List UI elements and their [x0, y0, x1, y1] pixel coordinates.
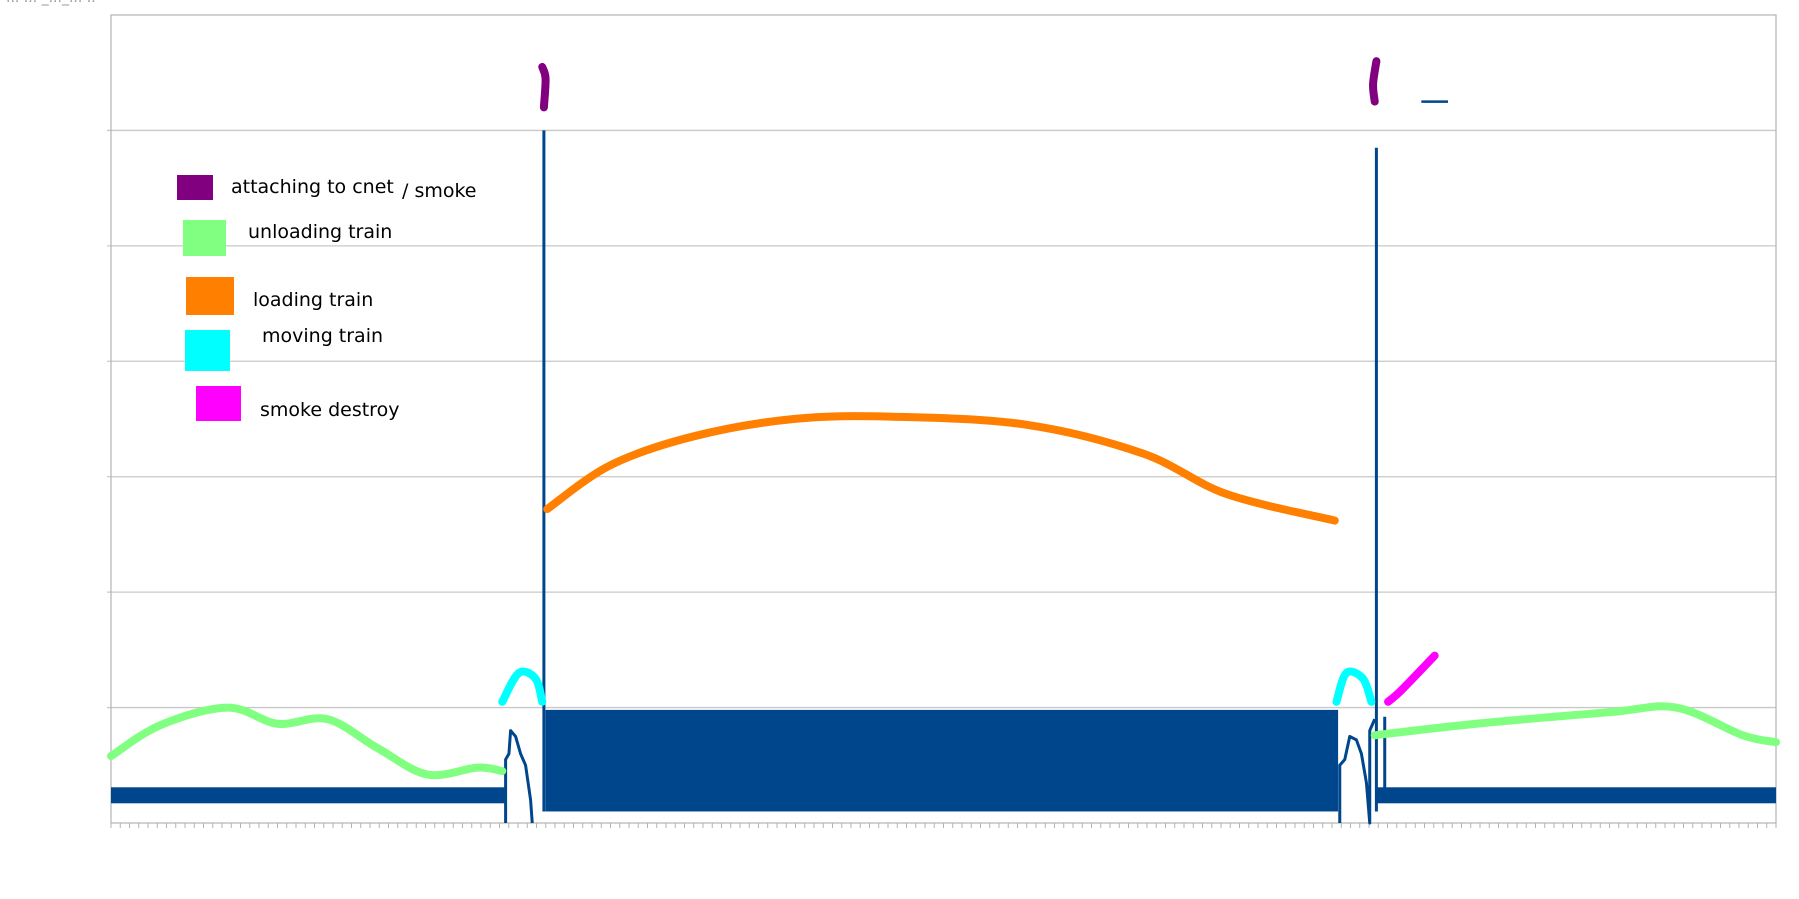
legend-label-moving: moving train: [262, 325, 383, 347]
annotation-unloading-train-1: [107, 703, 507, 780]
annotation-loading-train-1: [543, 412, 1339, 525]
legend-swatch-loading: [186, 277, 234, 315]
annotation-moving-train-1: [498, 667, 547, 706]
legend-label-attaching: attaching to cnet: [231, 176, 394, 198]
annotation-unloading-train-2: [1370, 702, 1780, 747]
corner-label: ... ... _..._... ..: [6, 0, 96, 6]
legend: attaching to cnet / smoke unloading trai…: [177, 175, 477, 421]
transition-bump-right: [1338, 718, 1377, 825]
x-axis-ticks: [110, 823, 1777, 828]
base-series: [111, 100, 1776, 825]
legend-label-smoke-suffix: / smoke: [402, 180, 477, 202]
legend-label-unloading: unloading train: [248, 221, 392, 243]
annotation-attaching-to-cnet-2: [1369, 57, 1381, 106]
legend-swatch-smoke-destroy: [196, 386, 241, 421]
gridlines: [107, 129, 1776, 709]
annotations: [107, 57, 1780, 780]
legend-swatch-moving: [185, 330, 230, 371]
legend-swatch-attaching: [177, 175, 213, 200]
annotation-moving-train-2: [1332, 667, 1376, 706]
idle-band-right: [1376, 787, 1776, 804]
busy-block: [545, 709, 1339, 812]
annotation-attaching-to-cnet-1: [538, 62, 550, 112]
legend-label-loading: loading train: [253, 289, 373, 311]
idle-band-left: [111, 787, 506, 804]
legend-label-smoke-destroy: smoke destroy: [260, 399, 399, 421]
annotation-smoke-destroy-1: [1384, 651, 1439, 706]
legend-swatch-unloading: [183, 220, 226, 256]
transition-bump-left: [504, 729, 534, 824]
